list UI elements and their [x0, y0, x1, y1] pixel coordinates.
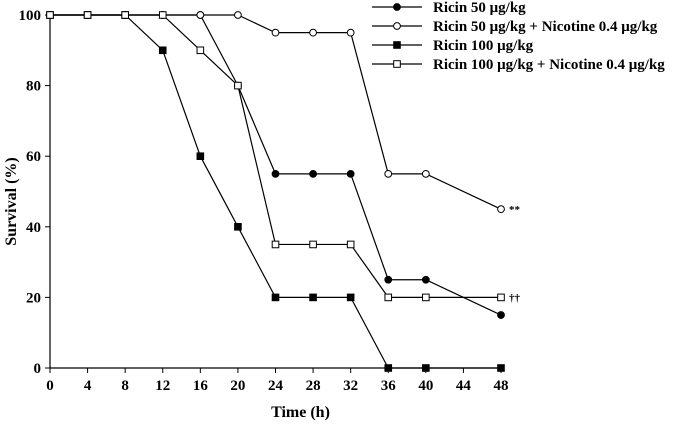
- legend-label: Ricin 50 μg/kg: [433, 0, 526, 16]
- x-tick-label: 0: [46, 378, 54, 394]
- data-point: [196, 46, 205, 55]
- x-axis-label: Time (h): [271, 404, 330, 421]
- x-tick-label: 40: [418, 378, 433, 394]
- data-point: [497, 364, 505, 372]
- legend: Ricin 50 μg/kg Ricin 50 μg/kg + Nicotine …: [372, 0, 665, 73]
- legend-marker: [393, 22, 401, 30]
- data-point: [234, 81, 242, 90]
- significance-annotation: **: [509, 204, 521, 216]
- data-point: [346, 240, 355, 249]
- data-point: [346, 169, 355, 178]
- x-tick-label: 20: [230, 378, 245, 394]
- x-tick-label: 28: [306, 378, 321, 394]
- x-tick-label: 44: [456, 378, 472, 394]
- data-point: [346, 28, 355, 37]
- data-point: [309, 169, 317, 178]
- legend-marker: [393, 41, 401, 49]
- data-point: [309, 293, 317, 302]
- data-point: [309, 240, 317, 249]
- y-tick-label: 80: [26, 79, 41, 95]
- legend-item: Ricin 100 μg/kg: [372, 38, 534, 54]
- data-point: [384, 293, 393, 302]
- data-point: [158, 46, 167, 55]
- x-tick-label: 8: [121, 378, 129, 394]
- data-point: [234, 11, 242, 19]
- legend-item: Ricin 50 μg/kg: [372, 0, 526, 16]
- legend-label: Ricin 100 μg/kg + Nicotine 0.4 μg/kg: [433, 57, 665, 73]
- series-3: ††: [46, 11, 521, 304]
- data-point: [158, 11, 167, 19]
- significance-annotation: ††: [509, 292, 521, 304]
- data-point: [121, 11, 129, 19]
- x-tick-label: 4: [84, 378, 92, 394]
- plot-series: ** ††: [46, 11, 521, 372]
- data-point: [497, 205, 505, 214]
- data-point: [421, 169, 430, 178]
- data-point: [271, 293, 280, 302]
- data-point: [384, 169, 393, 178]
- data-point: [309, 28, 317, 37]
- y-tick-label: 20: [26, 290, 41, 306]
- y-axis-label: Survival (%): [3, 157, 20, 245]
- data-point: [196, 11, 205, 19]
- legend-marker: [393, 3, 401, 11]
- series-line: [50, 14, 501, 298]
- y-tick-label: 100: [19, 8, 42, 24]
- data-point: [384, 275, 393, 284]
- y-tick-label: 0: [34, 361, 42, 377]
- data-point: [421, 275, 430, 284]
- data-point: [422, 364, 430, 372]
- y-tick-label: 60: [26, 149, 41, 165]
- data-point: [196, 152, 205, 160]
- y-axis-ticks: 0 20 40 60 80 100: [19, 8, 50, 377]
- data-point: [422, 293, 430, 302]
- data-point: [46, 11, 54, 19]
- legend-item: Ricin 50 μg/kg + Nicotine 0.4 μg/kg: [372, 19, 658, 35]
- legend-marker: [393, 60, 401, 68]
- x-tick-label: 36: [381, 378, 397, 394]
- x-axis-ticks: 0 4 8 12 16 20 24 28 32 36 40 44 48: [46, 368, 509, 394]
- y-tick-label: 40: [26, 220, 41, 236]
- data-point: [497, 293, 505, 302]
- legend-label: Ricin 50 μg/kg + Nicotine 0.4 μg/kg: [433, 19, 658, 35]
- x-tick-label: 12: [155, 378, 170, 394]
- data-point: [346, 293, 355, 302]
- x-tick-label: 16: [193, 378, 209, 394]
- x-tick-label: 32: [343, 378, 358, 394]
- data-point: [234, 223, 242, 231]
- data-point: [83, 11, 92, 19]
- data-point: [497, 311, 505, 319]
- data-point: [271, 28, 280, 37]
- legend-item: Ricin 100 μg/kg + Nicotine 0.4 μg/kg: [372, 57, 665, 73]
- data-point: [384, 364, 393, 372]
- data-point: [271, 240, 280, 249]
- x-tick-label: 24: [268, 378, 284, 394]
- x-tick-label: 48: [494, 378, 509, 394]
- data-point: [271, 169, 280, 178]
- legend-label: Ricin 100 μg/kg: [433, 38, 534, 54]
